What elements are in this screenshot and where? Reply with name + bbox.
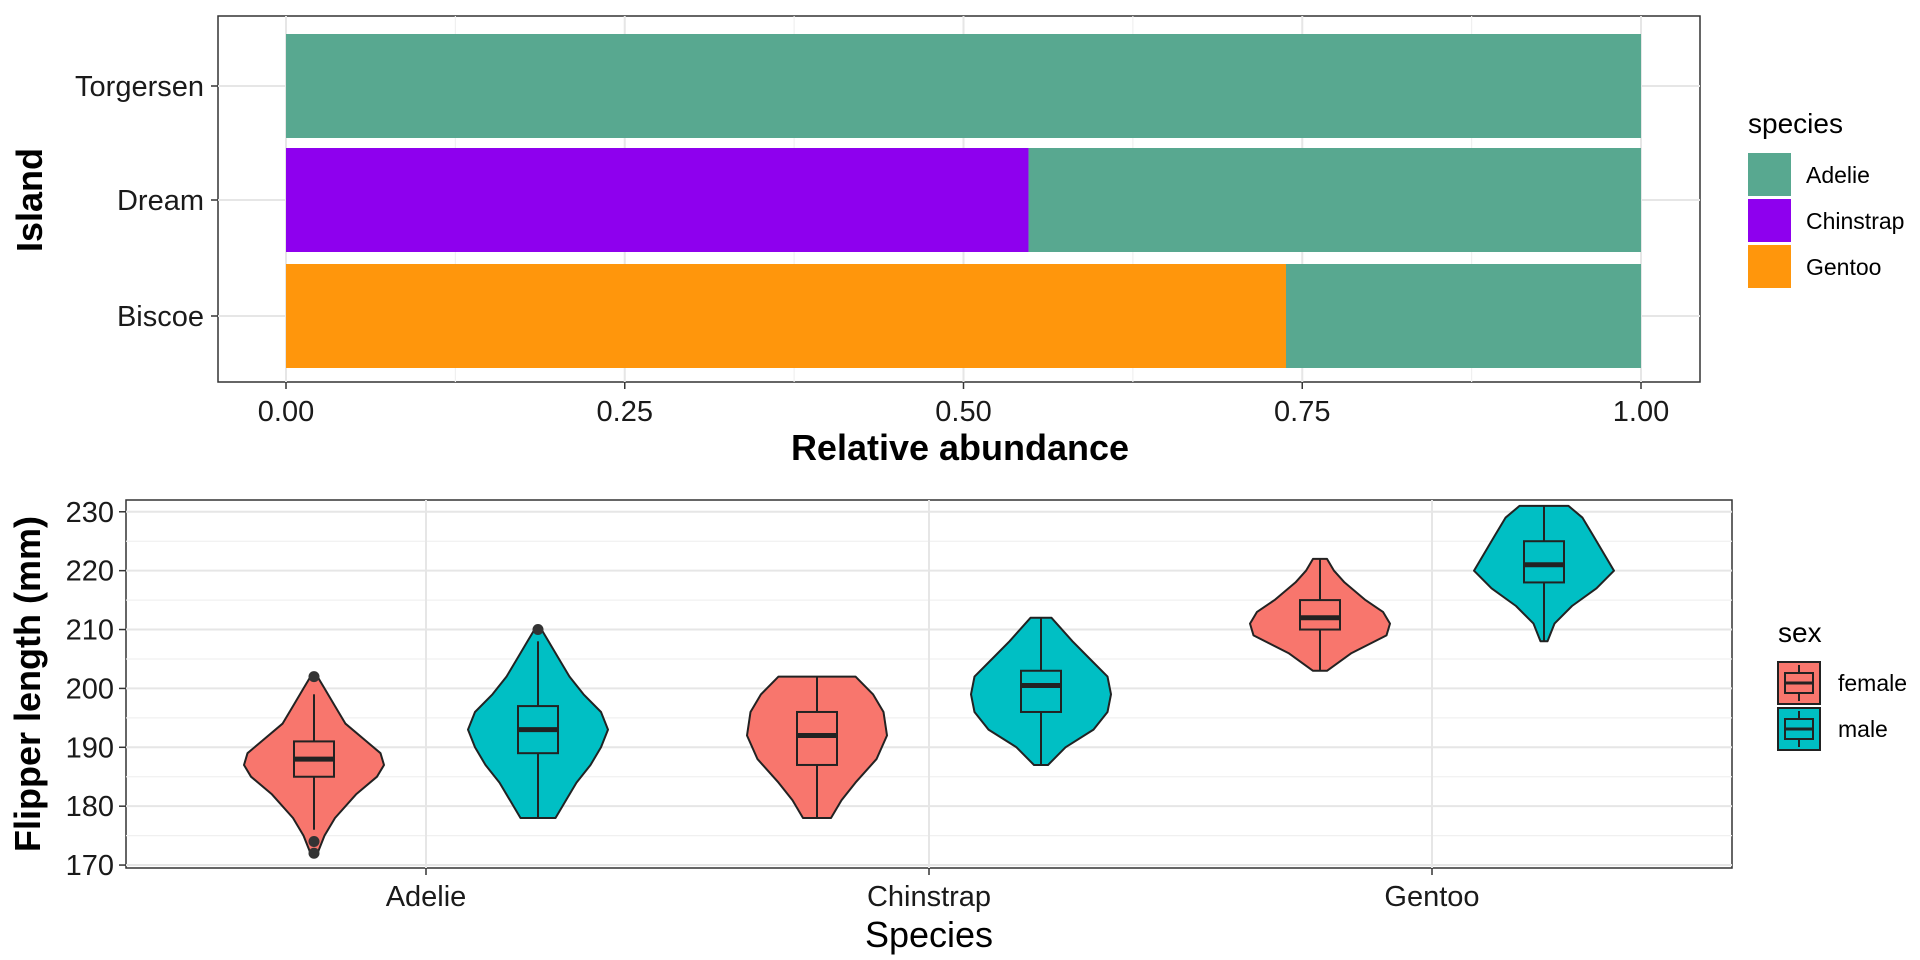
box-gentoo-female <box>1299 599 1341 631</box>
legend: species Adelie Chinstrap Gentoo <box>1748 108 1904 288</box>
legend-label-chinstrap: Chinstrap <box>1806 208 1904 234</box>
box-chinstrap-female <box>796 710 838 766</box>
y-tick-label: 230 <box>66 497 114 529</box>
x-tick-label: Adelie <box>386 881 467 913</box>
x-axis-title: Species <box>865 914 993 955</box>
legend-label-male: male <box>1838 716 1888 742</box>
x-tick-label: 1.00 <box>1613 396 1669 428</box>
legend-label-female: female <box>1838 670 1907 696</box>
y-tick-label: 170 <box>66 850 114 882</box>
box-gentoo-male <box>1523 540 1565 584</box>
y-tick-label: 200 <box>66 673 114 705</box>
outlier-adelie-male <box>532 624 544 636</box>
bar-dream-chinstrap <box>286 148 1029 252</box>
y-tick-label: 220 <box>66 556 114 588</box>
island-abundance-chart: Torgersen Dream Biscoe 0.00 0.25 0.50 0.75 1.0… <box>9 15 1904 468</box>
x-axis-title: Relative abundance <box>791 427 1129 468</box>
legend-title: sex <box>1778 617 1822 648</box>
y-tick-label: Dream <box>117 185 204 217</box>
grid-lines <box>126 500 1732 868</box>
y-tick-label: 210 <box>66 615 114 647</box>
x-tick-label: 0.50 <box>935 396 991 428</box>
bars <box>286 34 1641 368</box>
bar-biscoe-adelie <box>1285 264 1641 368</box>
legend-key-chinstrap <box>1748 199 1791 242</box>
bar-dream-adelie <box>1028 148 1641 252</box>
y-tick-labels: 170 180 190 200 210 220 230 <box>66 497 126 882</box>
outlier-adelie-female <box>308 847 320 859</box>
legend: sex female male <box>1777 617 1907 751</box>
flipper-length-chart: 170 180 190 200 210 220 230 Adelie Chinstrap Gen… <box>7 497 1907 955</box>
y-axis-title: Island <box>9 148 50 252</box>
x-tick-labels: 0.00 0.25 0.50 0.75 1.00 <box>258 382 1669 428</box>
x-tick-label: 0.25 <box>597 396 653 428</box>
legend-label-gentoo: Gentoo <box>1806 254 1881 280</box>
y-tick-labels: Torgersen Dream Biscoe <box>75 71 218 333</box>
legend-title: species <box>1748 108 1843 139</box>
legend-key-adelie <box>1748 153 1791 196</box>
bar-biscoe-gentoo <box>286 264 1286 368</box>
box-chinstrap-male <box>1020 669 1062 713</box>
y-tick-label: Biscoe <box>117 301 204 333</box>
x-tick-label: 0.00 <box>258 396 314 428</box>
x-tick-label: Chinstrap <box>867 881 991 913</box>
x-tick-label: 0.75 <box>1274 396 1330 428</box>
bar-torgersen-adelie <box>286 34 1641 138</box>
y-tick-label: 190 <box>66 732 114 764</box>
y-tick-label: 180 <box>66 791 114 823</box>
y-axis-title: Flipper length (mm) <box>7 516 48 852</box>
x-tick-labels: Adelie Chinstrap Gentoo <box>386 868 1480 913</box>
y-tick-label: Torgersen <box>75 71 204 103</box>
x-tick-label: Gentoo <box>1384 881 1479 913</box>
violins <box>243 504 1615 859</box>
legend-label-adelie: Adelie <box>1806 162 1870 188</box>
outlier-adelie-female <box>308 671 320 683</box>
legend-key-gentoo <box>1748 245 1791 288</box>
outlier-adelie-female <box>308 836 320 848</box>
